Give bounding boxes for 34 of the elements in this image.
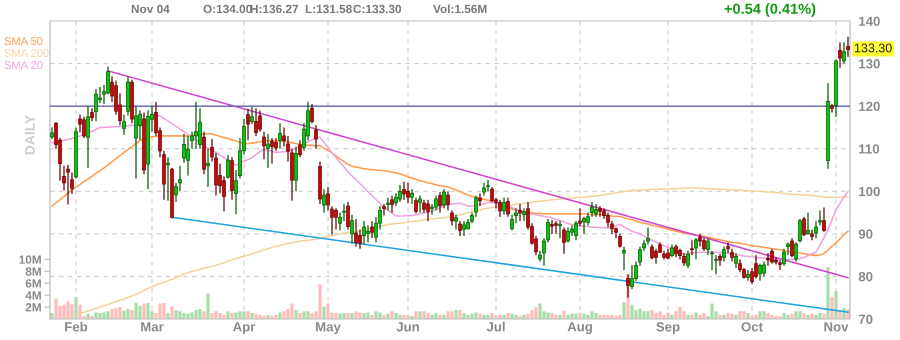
x-tick-label: Aug: [568, 322, 592, 334]
x-tick-label: May: [316, 322, 341, 334]
y-tick-label: 90: [858, 229, 872, 239]
x-tick-label: Oct: [742, 322, 763, 332]
x-tick-label: Sep: [656, 322, 680, 334]
text: 133.30: [854, 44, 892, 52]
text: C:133.30: [353, 4, 402, 14]
y-tick-label: 140: [859, 16, 880, 26]
text: H:136.27: [250, 4, 298, 14]
text: +0.54 (0.41%): [724, 3, 816, 17]
y-tick-label: 100: [859, 186, 880, 196]
text: SMA 200: [4, 49, 49, 57]
y-tick-label: 80: [858, 272, 872, 282]
x-tick-label: Jun: [396, 322, 419, 332]
y2-tick-label: 10M: [19, 255, 41, 264]
text: L:131.58: [306, 4, 352, 14]
text: O:134.00: [203, 4, 252, 14]
y2-tick-label: 4M: [25, 291, 41, 300]
x-tick-label: Jul: [486, 322, 505, 332]
text: SMA 20: [4, 61, 42, 69]
y2-tick-label: 8M: [26, 267, 41, 276]
y-tick-label: 120: [859, 102, 880, 112]
y2-tick-label: 6M: [26, 279, 41, 288]
y2-tick-label: 2M: [26, 303, 41, 312]
y-tick-label: 130: [859, 59, 880, 68]
text: Nov 04: [132, 4, 170, 14]
x-tick-label: Mar: [141, 322, 164, 332]
x-tick-label: Nov: [824, 322, 848, 332]
text: Vol:1.56M: [433, 4, 486, 14]
text: SMA 50: [4, 37, 42, 45]
y-tick-label: 70: [858, 314, 872, 324]
x-tick-label: Feb: [65, 322, 88, 332]
x-tick-label: Apr: [232, 322, 256, 334]
y-tick-label: 110: [859, 144, 880, 154]
